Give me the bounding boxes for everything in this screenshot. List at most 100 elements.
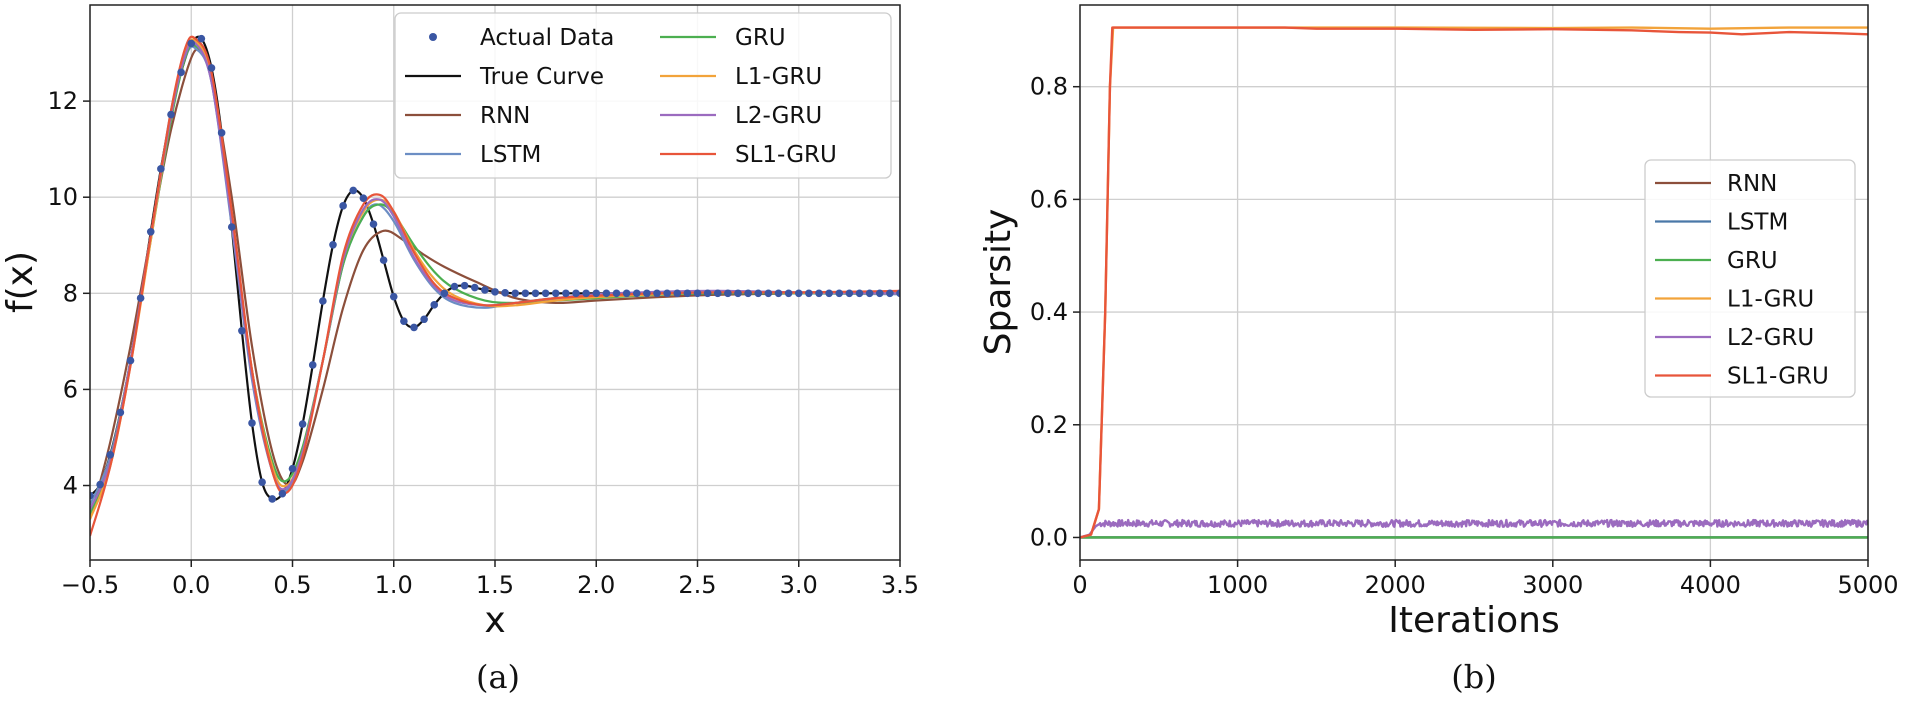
- legend-label-gru: GRU: [735, 25, 786, 51]
- a-ytick-label: 4: [63, 472, 78, 500]
- a-data-point: [815, 289, 823, 298]
- a-data-point: [157, 165, 165, 173]
- legend-label-l1-gru: L1-GRU: [735, 64, 822, 90]
- legend-label-lstm: LSTM: [480, 142, 541, 168]
- b-series-line-sl1-gru: [1080, 26, 1868, 539]
- a-data-point: [460, 281, 469, 290]
- a-data-point: [764, 289, 773, 298]
- panel-b-yticks: 0.0 0.2 0.4 0.6 0.8: [1030, 73, 1080, 551]
- a-data-point: [167, 110, 175, 119]
- a-data-point: [339, 202, 347, 210]
- b-ytick-label: 0.4: [1030, 298, 1068, 326]
- b-ytick-label: 0.6: [1030, 185, 1068, 213]
- panel-b-xlabel: Iterations: [1388, 600, 1559, 641]
- a-data-point: [562, 289, 570, 298]
- a-data-point: [207, 64, 216, 72]
- a-data-point: [90, 491, 94, 500]
- legend-label-b-sl1-gru: SL1-GRU: [1727, 364, 1829, 390]
- a-data-point: [227, 223, 236, 231]
- a-data-point: [187, 39, 196, 48]
- b-ytick-label: 0.0: [1030, 523, 1068, 551]
- a-series-group: [90, 34, 900, 537]
- a-data-point: [308, 361, 317, 369]
- panel-a-plot: [90, 34, 900, 537]
- a-data-point: [238, 326, 246, 335]
- a-data-point: [430, 301, 439, 309]
- a-data-point: [511, 289, 520, 298]
- a-data-point: [713, 289, 722, 298]
- b-ytick-label: 0.2: [1030, 411, 1068, 439]
- panel-b-legend: RNN LSTM GRU L1-GRU L2-GRU SL1-GRU: [1644, 159, 1856, 398]
- b-xtick-label: 2000: [1365, 571, 1426, 599]
- a-data-point: [126, 356, 135, 365]
- b-xtick-label: 1000: [1207, 571, 1268, 599]
- a-data-point: [622, 289, 631, 298]
- a-xtick-label: 3.0: [780, 571, 818, 599]
- a-data-point: [481, 286, 489, 294]
- a-data-point: [96, 480, 104, 489]
- panel-b: 0 1000 2000 3000 4000 5000 0.0 0.2 0.4 0.6 0.8 It…: [978, 4, 1899, 696]
- a-data-point: [825, 289, 833, 298]
- a-data-point: [521, 289, 530, 298]
- panel-a-xticks: −0.5 0.0 0.5 1.0 1.5 2.0 2.5 3.0 3.5: [61, 560, 919, 599]
- b-xtick-label: 4000: [1680, 571, 1741, 599]
- a-data-point: [106, 450, 115, 459]
- b-xtick-label: 0: [1072, 571, 1087, 599]
- panel-b-plot: [1080, 26, 1868, 539]
- a-ytick-label: 8: [63, 279, 78, 307]
- b-xtick-label: 3000: [1522, 571, 1583, 599]
- a-data-point: [835, 289, 844, 298]
- a-data-point: [734, 289, 742, 298]
- panel-b-ylabel: Sparsity: [978, 209, 1019, 356]
- a-data-point: [450, 282, 459, 291]
- legend-label-true-curve: True Curve: [479, 64, 604, 90]
- a-data-point: [298, 420, 307, 428]
- b-series-line-l2-gru: [1080, 518, 1868, 539]
- a-ytick-label: 6: [63, 375, 78, 403]
- a-data-point: [116, 408, 125, 417]
- panel-a-legend: Actual Data True Curve RNN LSTM GRU L1-GRU L2-…: [394, 12, 892, 179]
- a-data-point: [784, 289, 793, 298]
- a-data-point: [754, 289, 763, 298]
- panel-b-xticks: 0 1000 2000 3000 4000 5000: [1072, 560, 1899, 599]
- a-data-point: [663, 289, 671, 298]
- b-xtick-label: 5000: [1837, 571, 1898, 599]
- a-data-point: [197, 34, 206, 43]
- a-data-point: [319, 297, 327, 305]
- a-data-point: [896, 289, 900, 298]
- panel-b-frame: [1079, 4, 1869, 561]
- a-data-point: [592, 289, 601, 298]
- a-series-line-rnn: [90, 48, 900, 520]
- a-data-point: [794, 289, 803, 298]
- a-data-point: [572, 289, 580, 298]
- b-ytick-label: 0.8: [1030, 73, 1068, 101]
- panel-a: −0.5 0.0 0.5 1.0 1.5 2.0 2.5 3.0 3.5 4 6 8 10 12 x f…: [0, 4, 919, 696]
- a-data-point: [288, 464, 297, 473]
- legend-label-actual-data: Actual Data: [480, 25, 614, 51]
- a-data-point: [136, 294, 145, 302]
- a-data-point: [491, 288, 499, 296]
- legend-label-b-l2-gru: L2-GRU: [1727, 325, 1814, 351]
- a-data-point: [146, 228, 155, 236]
- legend-label-b-lstm: LSTM: [1727, 210, 1788, 236]
- a-xtick-label: 2.0: [577, 571, 615, 599]
- a-data-point: [400, 317, 408, 325]
- caption-b: (b): [1451, 658, 1496, 696]
- legend-marker-actual-data: [429, 33, 437, 41]
- a-data-point: [501, 289, 509, 297]
- legend-label-rnn: RNN: [480, 103, 530, 129]
- a-data-point: [531, 289, 540, 298]
- a-ytick-label: 10: [47, 183, 78, 211]
- a-data-point: [886, 289, 894, 298]
- a-data-point: [744, 289, 752, 298]
- b-series-group: [1080, 26, 1868, 539]
- caption-a: (a): [476, 658, 520, 696]
- a-data-point: [805, 289, 813, 298]
- a-data-point: [258, 478, 266, 486]
- a-data-point: [673, 289, 682, 298]
- a-data-point: [248, 419, 256, 427]
- a-xtick-label: 0.0: [172, 571, 210, 599]
- a-data-point: [602, 289, 611, 298]
- a-xtick-label: 0.5: [273, 571, 311, 599]
